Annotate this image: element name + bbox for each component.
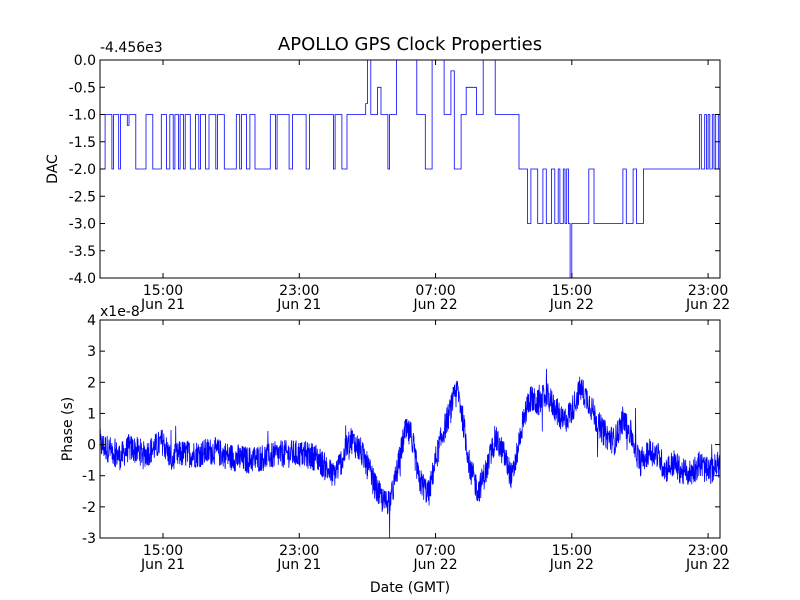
dac-series-line (100, 60, 720, 278)
phase-x-tick-time: 07:00 (415, 543, 455, 559)
phase-series-line (100, 368, 720, 538)
x-axis-label: Date (GMT) (370, 580, 450, 596)
phase-x-tick-date: Jun 22 (685, 557, 730, 573)
phase-panel: x1e-8 Phase (s) Date (GMT) 4 3 2 1 0 -1 -2 -3 1… (60, 304, 730, 596)
phase-x-tick-date: Jun 21 (140, 557, 185, 573)
dac-y-axis-label: DAC (45, 154, 61, 184)
dac-panel: -4.456e3 DAC 0.0 -0.5 -1.0 -1.5 -2.0 -2.5 -3.0… (45, 40, 730, 313)
phase-y-tick-label: 3 (87, 344, 96, 360)
dac-x-tick-date: Jun 22 (549, 297, 594, 313)
phase-y-tick-label: 1 (87, 406, 96, 422)
dac-line-clip-group (100, 60, 720, 278)
phase-x-tick-date: Jun 22 (549, 557, 594, 573)
dac-x-tick-time: 15:00 (143, 283, 183, 299)
phase-x-tick-date: Jun 22 (412, 557, 457, 573)
chart-title: APOLLO GPS Clock Properties (278, 34, 542, 55)
phase-axes-frame (99, 319, 721, 539)
phase-y-tick-label: 0 (87, 438, 96, 454)
dac-x-tick-time: 23:00 (688, 283, 728, 299)
dac-x-tick-date: Jun 22 (685, 297, 730, 313)
phase-x-tick-time: 15:00 (143, 543, 183, 559)
dac-x-tick-time: 15:00 (552, 283, 592, 299)
phase-y-tick-label: 2 (87, 375, 96, 391)
dac-y-ticks: 0.0 -0.5 -1.0 -1.5 -2.0 -2.5 -3.0 -3.5 -4.0 (69, 53, 720, 287)
dac-y-tick-label: -1.0 (69, 108, 96, 124)
phase-offset-label: x1e-8 (100, 304, 140, 320)
dac-y-tick-label: -2.5 (69, 189, 96, 205)
phase-y-tick-label: -1 (82, 469, 96, 485)
dac-offset-label: -4.456e3 (100, 40, 163, 56)
phase-x-tick-date: Jun 21 (276, 557, 321, 573)
dac-y-tick-label: -4.0 (69, 271, 96, 287)
dac-x-tick-time: 23:00 (279, 283, 319, 299)
phase-y-tick-label: -2 (82, 500, 96, 516)
dac-y-tick-label: 0.0 (74, 53, 96, 69)
dac-y-tick-label: -0.5 (69, 80, 96, 96)
dac-x-tick-date: Jun 21 (140, 297, 185, 313)
dac-y-tick-label: -3.0 (69, 217, 96, 233)
phase-x-tick-time: 15:00 (552, 543, 592, 559)
dac-y-tick-label: -1.5 (69, 135, 96, 151)
dac-y-tick-label: -3.5 (69, 244, 96, 260)
phase-y-tick-label: -3 (82, 531, 96, 547)
dac-x-tick-time: 07:00 (415, 283, 455, 299)
dac-x-tick-date: Jun 22 (412, 297, 457, 313)
phase-y-ticks: 4 3 2 1 0 -1 -2 -3 (82, 313, 720, 547)
phase-y-tick-label: 4 (87, 313, 96, 329)
phase-y-axis-label: Phase (s) (60, 397, 76, 461)
phase-x-tick-time: 23:00 (688, 543, 728, 559)
phase-x-tick-time: 23:00 (279, 543, 319, 559)
dac-y-tick-label: -2.0 (69, 162, 96, 178)
dac-x-tick-date: Jun 21 (276, 297, 321, 313)
